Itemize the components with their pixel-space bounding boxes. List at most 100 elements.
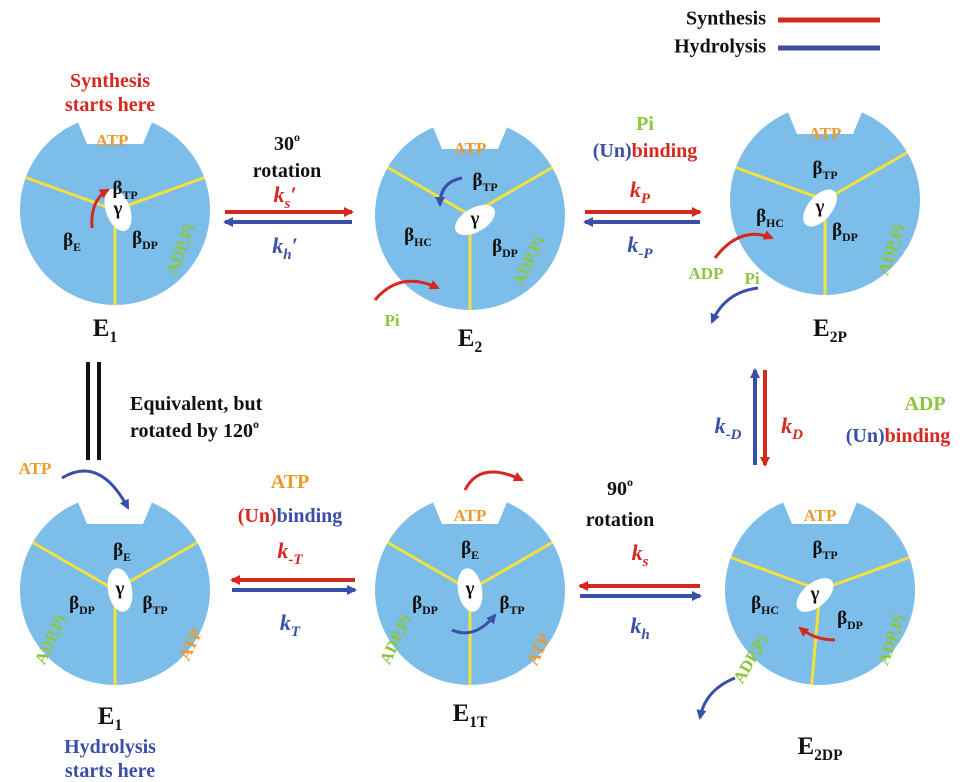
label-sub: 2P (830, 329, 848, 346)
text-line: Equivalent, but (130, 393, 263, 415)
text-segment: Synthesis (70, 70, 150, 92)
gamma-label: γ (470, 208, 480, 229)
text-line: starts here (65, 94, 155, 116)
rate-sub: s (642, 554, 649, 570)
site-tag: ATP (96, 131, 129, 150)
label-base: β (63, 230, 73, 251)
text-line: Synthesis (70, 70, 150, 92)
label-sub: TP (482, 181, 497, 194)
binding-notch (73, 490, 157, 524)
label-sub: DP (142, 239, 158, 252)
site-tag: ATP (804, 506, 837, 525)
legend-label: Hydrolysis (674, 36, 766, 58)
text-segment: (Un) (846, 425, 885, 447)
rate-symbol: k (781, 413, 792, 438)
label-base: β (832, 220, 842, 241)
label-sub: HC (766, 217, 784, 230)
label-sub: TP (152, 604, 167, 617)
rate-prime: ′ (290, 182, 296, 207)
label-sub: TP (822, 549, 837, 562)
label-base: β (837, 608, 847, 629)
rate-constant: kh (630, 613, 649, 643)
rate-constant: kP (630, 177, 651, 207)
label-sub: DP (842, 231, 858, 244)
site-tag: ATP (454, 506, 487, 525)
label-base: β (461, 538, 471, 559)
gamma-label: γ (815, 196, 825, 217)
diagram: Synthesis Hydrolysis γβTPβEβDPATPADP,PiE… (0, 0, 967, 782)
label-sub: 1 (109, 329, 117, 346)
gamma-label: γ (115, 578, 125, 599)
subscript-label: E2 (458, 325, 483, 356)
label-base: E (98, 703, 115, 730)
gamma-label: γ (810, 583, 820, 604)
rate-prime: ′ (292, 233, 298, 258)
rate-symbol: k (715, 413, 726, 438)
rate-symbol: k (273, 182, 284, 207)
text-segment: 30 (274, 133, 294, 155)
label-sub: E (123, 551, 131, 564)
text-line: rotation (253, 160, 322, 182)
text-segment: binding (885, 425, 951, 447)
rate-constant: kT (280, 610, 301, 640)
label-base: β (404, 225, 414, 246)
text-line: (Un)binding (593, 140, 698, 162)
rate-symbol: k (632, 540, 643, 565)
label-sub: HC (761, 604, 779, 617)
rate-constant: kh′ (272, 233, 298, 263)
rate-sub: -P (638, 246, 653, 262)
label-sub: 1 (114, 717, 122, 734)
text-segment: o (253, 417, 259, 431)
text-segment: 90 (607, 478, 627, 500)
label-sub: HC (414, 236, 432, 249)
curved-arrow (712, 288, 758, 322)
text-segment: Pi (636, 113, 654, 135)
rate-symbol: k (627, 232, 638, 257)
text-line: 90o (607, 475, 633, 500)
text-segment: rotation (253, 160, 322, 182)
label-sub: TP (122, 189, 137, 202)
text-segment: rotated by 120 (130, 420, 253, 442)
text-line: rotated by 120o (130, 417, 259, 442)
label-base: β (412, 593, 422, 614)
rate-sub: -T (288, 552, 303, 568)
text-segment: rotation (586, 509, 655, 531)
gamma-label: γ (113, 198, 123, 219)
text-segment: binding (277, 505, 343, 527)
text-segment: o (627, 475, 633, 489)
label-sub: E (471, 549, 479, 562)
rate-constant: ks (632, 540, 649, 570)
text-line: Pi (636, 113, 654, 135)
label-base: β (132, 228, 142, 249)
text-segment: starts here (65, 94, 155, 116)
label-sub: 1T (469, 714, 488, 731)
label-base: β (142, 593, 152, 614)
text-line: (Un)binding (238, 505, 343, 527)
label-sub: TP (822, 169, 837, 182)
text-segment: (Un) (593, 140, 632, 162)
site-tag: ATP (809, 124, 842, 143)
text-segment: o (294, 130, 300, 144)
subscript-label: E2DP (797, 733, 843, 764)
rate-constant: k-D (715, 413, 742, 443)
substrate: Pi (744, 269, 759, 288)
substrate: Pi (384, 311, 399, 330)
text-line: ADP (904, 393, 945, 415)
subscript-label: E1 (93, 315, 117, 346)
rate-sub: h (641, 627, 649, 643)
text-segment: ADP (904, 393, 945, 415)
gamma-label: γ (465, 578, 475, 599)
rate-symbol: k (280, 610, 291, 635)
rate-sub: P (641, 191, 651, 207)
rate-symbol: k (630, 613, 641, 638)
substrate: ATP (19, 459, 52, 478)
label-base: β (751, 593, 761, 614)
label-sub: 2 (474, 339, 482, 356)
text-segment: binding (632, 140, 698, 162)
rate-symbol: k (630, 177, 641, 202)
label-base: β (812, 158, 822, 179)
label-base: β (812, 538, 822, 559)
text-segment: ATP (271, 471, 310, 493)
label-sub: 2DP (814, 747, 843, 764)
subscript-label: E1T (453, 700, 488, 731)
